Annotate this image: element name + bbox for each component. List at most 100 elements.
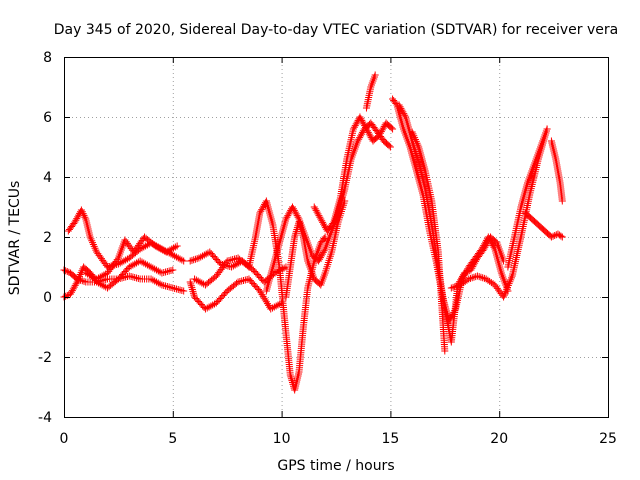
data-point [272, 302, 280, 310]
data-point [79, 210, 87, 218]
data-point [98, 272, 106, 280]
data-point [87, 272, 95, 280]
data-series-18 [504, 125, 551, 271]
data-point [157, 245, 165, 253]
data-point [480, 274, 488, 282]
data-point [260, 294, 268, 302]
data-point [85, 271, 93, 279]
data-point [131, 260, 139, 268]
x-tick-label: 20 [490, 431, 508, 447]
data-point [169, 266, 177, 274]
x-tick-labels: 0 5 10 15 20 25 [60, 431, 617, 447]
data-point [133, 259, 141, 267]
data-point [329, 220, 337, 227]
data-point [102, 261, 110, 269]
data-point [193, 255, 201, 263]
data-point [468, 274, 476, 282]
data-point [180, 257, 188, 265]
data-point [475, 273, 483, 281]
data-point [195, 254, 203, 262]
data-point [151, 242, 159, 250]
data-point [200, 251, 208, 259]
x-tick-label: 10 [273, 431, 291, 447]
data-point [203, 304, 211, 312]
data-point [389, 125, 397, 133]
data-point [276, 300, 284, 308]
data-series-3 [60, 257, 177, 301]
data-point [449, 283, 457, 291]
data-point [489, 280, 497, 288]
data-point [62, 267, 70, 275]
y-tick-label: -4 [38, 410, 52, 426]
y-tick-label: 2 [43, 230, 52, 246]
x-tick-label: 25 [599, 431, 617, 447]
data-point [451, 283, 459, 291]
data-point [169, 251, 177, 259]
data-point [371, 71, 379, 79]
data-point [164, 247, 172, 255]
data-point [233, 279, 241, 287]
data-point [80, 277, 88, 285]
data-point [80, 211, 88, 219]
y-tick-label: 4 [43, 170, 52, 186]
x-axis-label: GPS time / hours [277, 458, 394, 474]
data-point [191, 275, 199, 283]
data-series-7 [191, 254, 253, 289]
data-point [387, 124, 395, 132]
data-point [549, 232, 557, 240]
data-point [180, 287, 188, 295]
data-point [231, 261, 239, 269]
data-point [89, 273, 97, 281]
data-point [447, 284, 455, 292]
data-points-layer [60, 71, 566, 394]
data-point [543, 125, 551, 133]
data-point [142, 242, 150, 250]
data-point [470, 273, 478, 281]
data-point [156, 280, 164, 288]
data-point [547, 233, 555, 241]
data-point [473, 272, 481, 280]
data-point [96, 273, 104, 281]
data-point [166, 246, 174, 254]
data-point [197, 253, 205, 261]
data-point [77, 206, 85, 214]
axis-ticks [64, 57, 609, 418]
data-point [259, 292, 267, 300]
data-point [194, 277, 202, 285]
data-point [176, 255, 184, 263]
data-point [142, 260, 150, 268]
data-point [122, 256, 130, 264]
data-point [94, 274, 102, 282]
data-point [188, 256, 196, 264]
data-point [178, 256, 186, 264]
y-tick-label: 6 [43, 110, 52, 126]
data-point [125, 263, 133, 271]
data-point [464, 268, 472, 275]
data-point [154, 267, 162, 275]
data-point [151, 265, 159, 273]
y-tick-label: -2 [38, 350, 52, 366]
data-point [168, 245, 176, 253]
data-point [558, 197, 566, 205]
data-point [207, 302, 215, 310]
data-point [460, 269, 468, 277]
data-point [113, 256, 121, 264]
data-point [258, 291, 266, 299]
data-point [172, 253, 180, 261]
data-point [201, 305, 209, 313]
data-point [120, 257, 128, 265]
data-point [462, 268, 470, 276]
data-point [145, 262, 153, 270]
y-tick-label: 0 [43, 290, 52, 306]
data-point [257, 289, 265, 297]
data-series-4 [82, 233, 181, 283]
data-series-8 [245, 197, 329, 394]
data-point [96, 280, 104, 288]
data-point [465, 275, 473, 283]
data-point [136, 257, 144, 265]
data-point [62, 292, 70, 300]
data-point [173, 242, 181, 250]
data-point [78, 208, 86, 216]
data-point [477, 273, 485, 281]
data-point [453, 282, 461, 290]
